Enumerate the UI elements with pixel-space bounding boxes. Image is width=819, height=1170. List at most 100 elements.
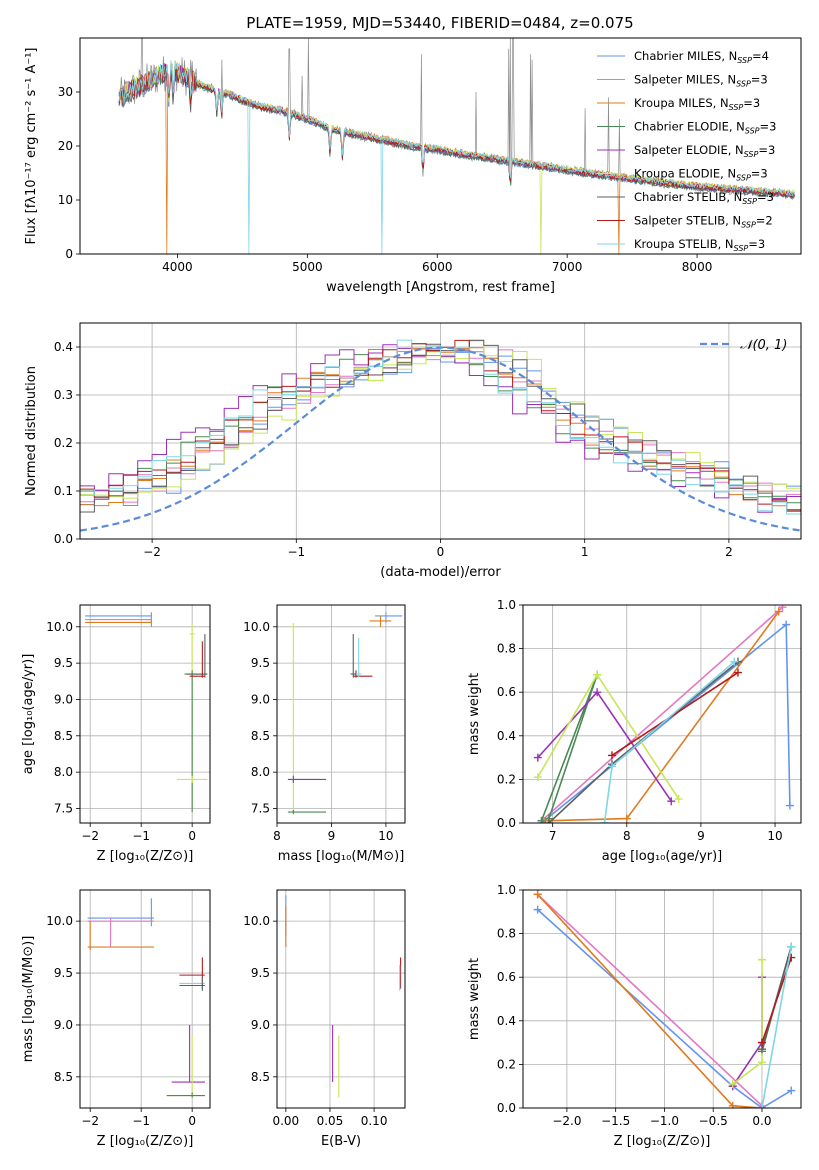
y-tick-label: 0.2 — [497, 772, 516, 786]
y-tick-label: 10 — [58, 193, 73, 207]
x-tick-label: 9 — [328, 829, 336, 843]
legend-text: Kroupa STELIB, N — [634, 237, 734, 251]
chart-residuals: −2 −1 0 1 2 0.0 0.1 0.2 0.3 0.4 (data-model)/error… — [24, 322, 802, 580]
series-marker — [728, 1080, 737, 1089]
series-marker — [787, 942, 796, 951]
legend-text: Chabrier STELIB, N — [634, 190, 742, 204]
y-tick-label: 0.4 — [54, 340, 73, 354]
legend-value: =2 — [756, 214, 773, 228]
legend-text: Salpeter STELIB, N — [634, 214, 741, 228]
y-tick-label: 0.2 — [54, 436, 73, 450]
series-line — [545, 611, 780, 822]
plot-area — [523, 890, 801, 1108]
x-tick-label: 0.0 — [752, 1114, 771, 1128]
y-tick-label: 7.5 — [54, 801, 73, 815]
legend-subscript: SSP — [744, 150, 759, 159]
y-tick-label: 9.5 — [251, 966, 270, 980]
x-tick-label: −2.0 — [552, 1114, 581, 1128]
y-tick-label: 9.0 — [251, 692, 270, 706]
plot-area — [523, 605, 801, 823]
x-tick-label: −1.5 — [601, 1114, 630, 1128]
plot-area — [80, 605, 210, 823]
y-tick-label: 0.2 — [497, 1057, 516, 1071]
series-marker — [787, 1086, 796, 1095]
x-tick-label: 0.05 — [317, 1114, 344, 1128]
y-axis-label: Flux [fλ10⁻¹⁷ erg cm⁻² s⁻¹ A⁻¹] — [24, 48, 39, 245]
y-tick-label: 0.3 — [54, 388, 73, 402]
chart-age-vs-mass: 8 9 10 7.5 8.0 8.5 9.0 9.5 10.0 mass [log₁₀(M/M⊙)… — [243, 604, 406, 864]
y-axis-label: age [log₁₀(age/yr)] — [21, 654, 36, 775]
x-tick-label: −2 — [143, 545, 161, 559]
plot-area — [277, 605, 405, 823]
legend-value: =3 — [751, 167, 768, 181]
y-tick-label: 0.0 — [497, 816, 516, 830]
series-marker — [607, 762, 616, 771]
series-marker — [757, 1038, 766, 1047]
series-marker — [600, 819, 609, 823]
legend-value: =3 — [757, 190, 774, 204]
model-spectrum — [118, 65, 795, 199]
legend-value: =3 — [751, 73, 768, 87]
y-tick-label: 10.0 — [243, 914, 270, 928]
series-marker — [533, 890, 542, 899]
series-marker — [757, 1104, 766, 1108]
x-axis-label: wavelength [Angstrom, rest frame] — [326, 280, 555, 295]
legend-label: Kroupa MILES, NSSP=3 — [634, 96, 760, 112]
series-marker — [593, 688, 602, 697]
x-tick-label: −2 — [81, 1114, 99, 1128]
legend-label: Salpeter STELIB, NSSP=2 — [634, 214, 773, 230]
y-tick-label: 10.0 — [46, 914, 73, 928]
plot-area — [118, 38, 795, 254]
axes-frame — [79, 889, 211, 1109]
series-marker — [622, 814, 631, 823]
chart-age-vs-Z: −2 −1 0 7.5 8.0 8.5 9.0 9.5 10.0 Z [log₁₀(Z/Z⊙)] a… — [21, 604, 211, 864]
y-tick-label: 9.5 — [54, 656, 73, 670]
axes-frame — [79, 604, 211, 824]
x-tick-label: 8 — [273, 829, 281, 843]
y-tick-label: 0.0 — [497, 1101, 516, 1115]
x-tick-label: 5000 — [292, 260, 323, 274]
series-line — [540, 674, 598, 822]
legend-label: Kroupa STELIB, NSSP=3 — [634, 237, 765, 253]
plot-area — [80, 890, 210, 1108]
x-tick-label: 7000 — [552, 260, 583, 274]
x-tick-label: 0 — [437, 545, 445, 559]
chart-mass-weight-vs-age: 7 8 9 10 0.0 0.2 0.4 0.6 0.8 1.0 age [log₁₀(age/yr… — [467, 598, 802, 864]
series-marker — [533, 753, 542, 762]
y-tick-label: 8.0 — [54, 765, 73, 779]
series-marker — [733, 668, 742, 677]
axes-frame — [276, 604, 406, 824]
y-tick-label: 0.8 — [497, 927, 516, 941]
x-tick-label: 7 — [549, 829, 557, 843]
legend-subscript: SSP — [745, 127, 760, 136]
y-tick-label: 0.4 — [497, 1014, 516, 1028]
y-tick-label: 8.5 — [251, 729, 270, 743]
legend-subscript: SSP — [729, 103, 744, 112]
legend-subscript: SSP — [736, 80, 751, 89]
y-tick-label: 9.0 — [251, 1018, 270, 1032]
y-tick-label: 30 — [58, 85, 73, 99]
chart-spectrum: 4000 5000 6000 7000 8000 0 10 20 30 wavelength [A… — [24, 37, 802, 295]
x-tick-label: 0.00 — [272, 1114, 299, 1128]
y-axis-label: mass weight — [467, 958, 482, 1040]
axes-frame — [522, 889, 802, 1109]
model-spectrum — [118, 60, 795, 254]
series-marker — [667, 797, 676, 806]
plot-area — [277, 890, 405, 1108]
histogram-series — [80, 339, 801, 515]
x-tick-label: 2 — [725, 545, 733, 559]
legend-text: Chabrier MILES, N — [634, 49, 737, 63]
x-tick-label: 9 — [697, 829, 705, 843]
series-marker — [785, 801, 794, 810]
series-marker — [757, 1058, 766, 1067]
x-tick-label: −1 — [132, 829, 150, 843]
y-tick-label: 1.0 — [497, 883, 516, 897]
chart-mass-vs-ebv: 0.00 0.05 0.10 8.5 9.0 9.5 10.0 E(B-V) — [243, 889, 406, 1149]
axes-frame — [276, 889, 406, 1109]
series-marker — [757, 955, 766, 964]
axes-frame — [522, 604, 802, 824]
legend-text: Chabrier ELODIE, N — [634, 120, 745, 134]
series-marker — [728, 1101, 737, 1108]
x-tick-label: 8000 — [682, 260, 713, 274]
